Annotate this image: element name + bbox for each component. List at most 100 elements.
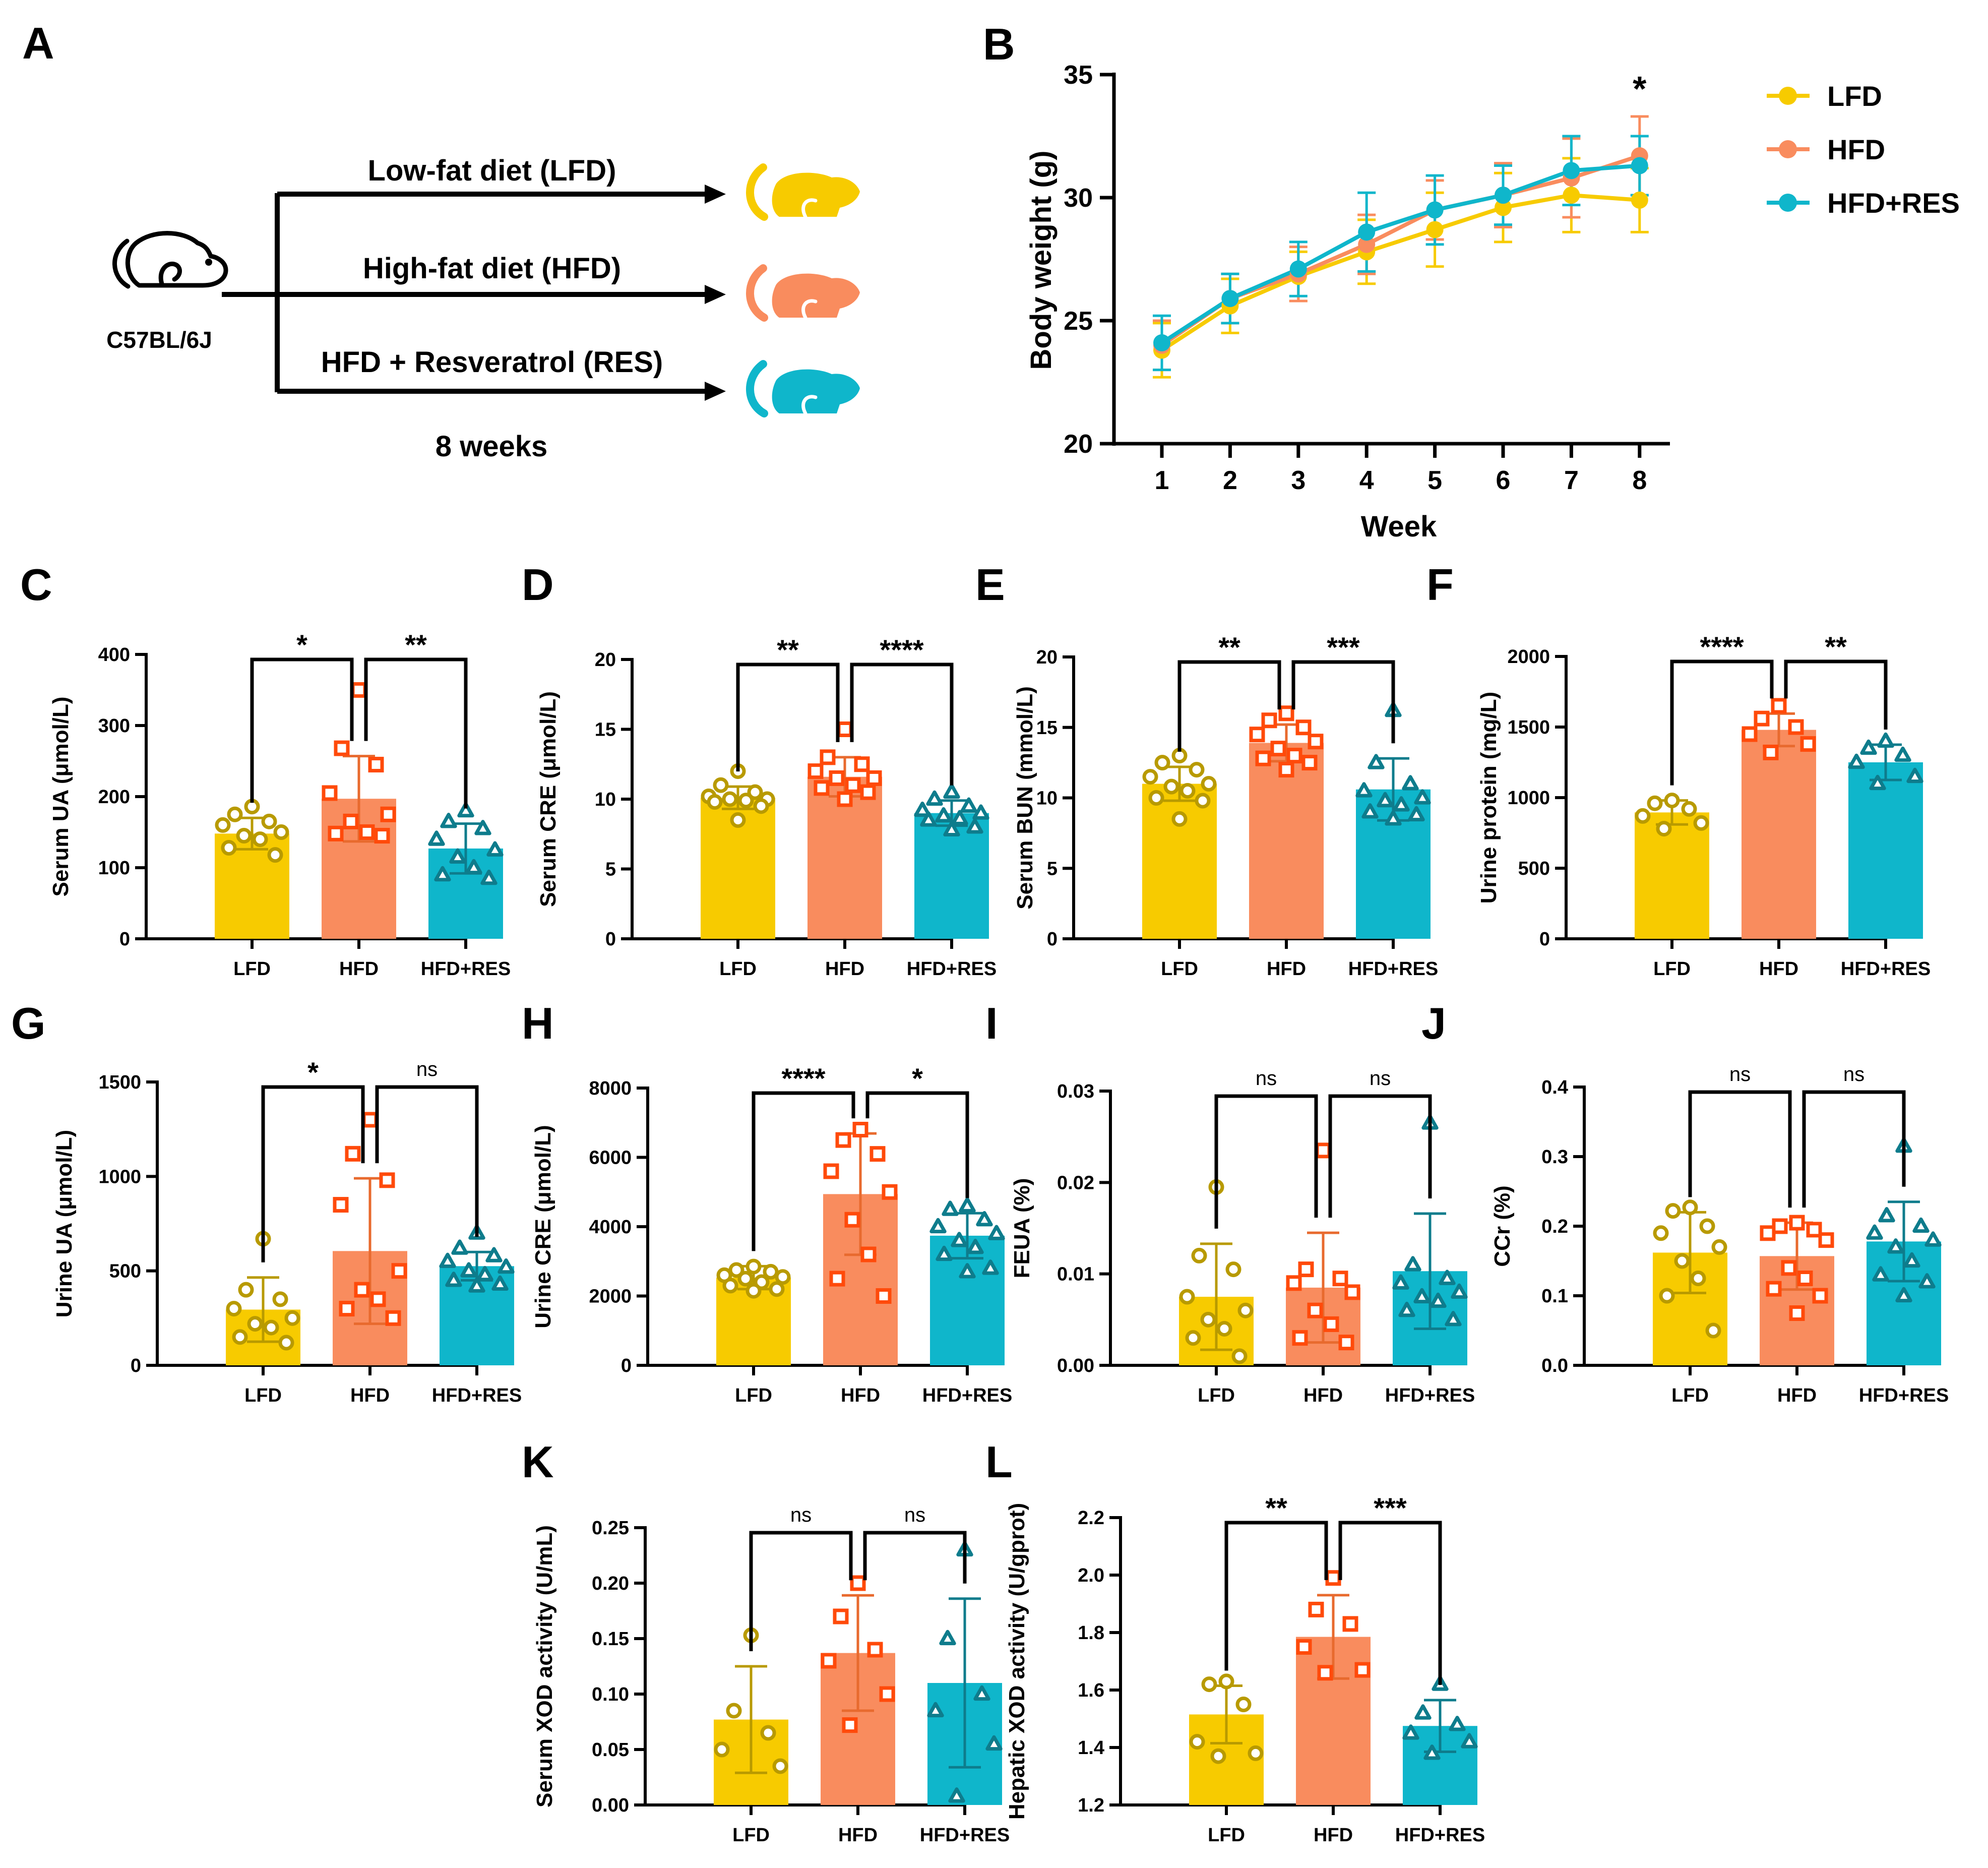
data-point-lfd — [273, 824, 289, 840]
y-tick-label: 0 — [605, 929, 616, 950]
x-tick-label: LFD — [1198, 1385, 1235, 1406]
significance-label: ns — [904, 1504, 925, 1526]
data-point-hfd — [1789, 1305, 1805, 1321]
data-point-hfd — [374, 828, 390, 844]
y-axis-title: Serum BUN (mmol/L) — [1013, 686, 1037, 909]
panel-d-bar-chart: D 0 5 10 15 20 Serum CRE (μmol/L) LFD HFD HFD+RES… — [522, 560, 997, 980]
y-tick-label: 0.15 — [592, 1629, 629, 1650]
y-tick-label: 8000 — [589, 1078, 632, 1099]
data-point-hfd-res — [982, 1259, 999, 1275]
data-point-hfd — [854, 756, 870, 772]
data-point-hfd-res — [1563, 162, 1580, 179]
data-point-hfd — [829, 770, 845, 786]
data-point-lfd — [1200, 1311, 1216, 1328]
data-point-lfd — [1693, 815, 1709, 831]
x-tick-label: HFD+RES — [907, 958, 997, 980]
significance-label: ns — [416, 1058, 438, 1080]
y-tick-label: 20 — [1064, 430, 1093, 459]
data-point-lfd — [221, 840, 237, 856]
data-point-hfd — [339, 1301, 355, 1317]
data-point-hfd-res — [1495, 187, 1512, 204]
data-point-hfd — [1315, 1142, 1331, 1159]
data-point-hfd-res — [960, 797, 977, 813]
data-point-lfd — [252, 831, 268, 848]
y-tick-label: 25 — [1064, 307, 1093, 336]
data-point-hfd-res — [1414, 789, 1431, 805]
significance-label: * — [912, 1062, 923, 1094]
y-axis-title: Urine UA (μmol/L) — [52, 1130, 77, 1317]
data-point-hfd-res — [439, 1252, 456, 1269]
data-point-hfd-res — [434, 866, 451, 882]
data-point-lfd — [278, 1335, 294, 1351]
data-point-lfd — [1163, 778, 1179, 795]
data-point-hfd — [1797, 1271, 1813, 1286]
data-point-hfd-res — [988, 1225, 1005, 1240]
data-point-lfd — [726, 1703, 742, 1719]
data-point-hfd — [1308, 734, 1324, 750]
x-tick-label: 4 — [1359, 466, 1374, 495]
data-point-hfd-res — [1392, 1274, 1409, 1290]
x-tick-label: HFD — [1777, 1385, 1817, 1406]
data-point-lfd — [1659, 1288, 1675, 1304]
data-point-hfd-res — [1866, 1224, 1883, 1240]
data-point-hfd-res — [480, 869, 498, 885]
data-point-hfd-res — [1430, 1292, 1447, 1308]
data-point-hfd — [1323, 1316, 1339, 1332]
x-tick-label: HFD — [339, 958, 379, 980]
y-tick-label: 500 — [109, 1261, 141, 1282]
data-point-hfd — [1296, 1639, 1312, 1655]
panel-g-bar-chart: G 0 500 1000 1500 Urine UA (μmol/L) LFD HFD HFD+… — [11, 998, 522, 1406]
data-point-hfd-res — [440, 813, 457, 828]
data-point-lfd — [247, 1316, 263, 1332]
y-tick-label: 0.00 — [592, 1795, 629, 1816]
data-point-lfd — [1647, 795, 1663, 811]
data-point-hfd-res — [460, 1262, 477, 1278]
data-point-hfd — [380, 806, 396, 822]
data-point-lfd — [215, 817, 231, 833]
data-point-lfd — [1711, 1239, 1727, 1255]
x-tick-label: LFD — [244, 1385, 282, 1406]
data-point-hfd-res — [1355, 782, 1373, 798]
y-tick-label: 10 — [595, 789, 616, 810]
data-point-hfd-res — [914, 801, 931, 817]
data-point-lfd — [722, 1278, 738, 1294]
data-point-hfd-res — [1439, 1270, 1456, 1285]
data-point-lfd — [232, 1329, 248, 1345]
diet-arrows — [222, 192, 706, 394]
data-point-lfd — [1631, 191, 1648, 209]
data-point-hfd-res — [428, 830, 445, 846]
data-point-hfd — [807, 763, 824, 779]
data-point-hfd-res — [936, 1245, 953, 1261]
data-point-hfd — [1771, 698, 1787, 714]
data-point-hfd-res — [1631, 157, 1648, 174]
significance-bracket — [736, 662, 840, 772]
data-point-hfd — [322, 785, 338, 801]
data-point-hfd — [1307, 1302, 1323, 1318]
x-tick-label: LFD — [719, 958, 757, 980]
data-point-hfd-res — [1872, 1266, 1889, 1282]
significance-bracket — [1328, 1094, 1432, 1218]
x-tick-label: LFD — [1161, 958, 1198, 980]
y-tick-label: 15 — [595, 719, 616, 741]
data-point-lfd — [1216, 1320, 1232, 1337]
significance-annotation: * — [1633, 69, 1647, 108]
significance-bracket — [1224, 1521, 1328, 1671]
data-point-lfd — [1201, 776, 1217, 792]
data-point-hfd — [1249, 727, 1265, 743]
data-point-hfd-res — [1153, 334, 1170, 351]
data-point-hfd-res — [1894, 746, 1911, 762]
data-point-hfd-res — [973, 1685, 990, 1701]
data-point-hfd — [368, 757, 384, 773]
x-tick-label: HFD+RES — [920, 1825, 1010, 1846]
x-tick-label: HFD+RES — [421, 958, 511, 980]
significance-bracket — [261, 1085, 365, 1262]
significance-bracket — [863, 1531, 967, 1584]
data-point-lfd — [769, 1281, 785, 1297]
panel-c-bar-chart: C 0 100 200 300 400 Serum UA (μmol/L) LFD HFD HFD… — [20, 560, 511, 980]
data-point-hfd — [385, 1310, 401, 1326]
x-tick-label: 3 — [1291, 466, 1306, 495]
series-line-hfd-res — [1160, 163, 1640, 345]
significance-label: * — [307, 1056, 319, 1088]
data-point-hfd — [359, 824, 375, 840]
data-point-hfd-res — [498, 1258, 515, 1274]
